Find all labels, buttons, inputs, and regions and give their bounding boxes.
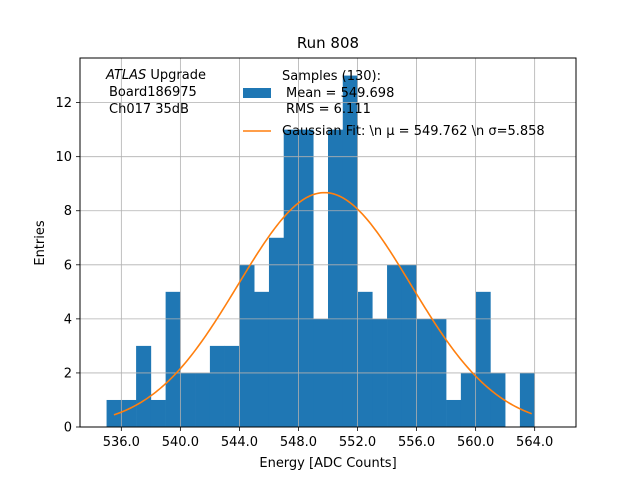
hist-bar bbox=[209, 345, 225, 427]
x-tick-label: 536.0 bbox=[103, 435, 140, 450]
fit-curve bbox=[113, 191, 532, 416]
legend-mean: Mean = 549.698 bbox=[286, 86, 394, 101]
chart-title: Run 808 bbox=[297, 34, 359, 52]
hist-bar bbox=[446, 399, 462, 427]
y-tick-label: 10 bbox=[55, 150, 72, 165]
hist-bar bbox=[121, 399, 137, 427]
x-tick-label: 560.0 bbox=[457, 435, 494, 450]
hist-bar bbox=[357, 291, 373, 427]
hist-bar bbox=[519, 372, 535, 427]
upgrade-label: Upgrade bbox=[146, 68, 206, 83]
x-tick-label: 556.0 bbox=[398, 435, 435, 450]
grid bbox=[80, 58, 576, 428]
legend: Samples (130): Mean = 549.698 RMS = 6.11… bbox=[243, 69, 545, 139]
y-tick-label: 2 bbox=[64, 366, 72, 381]
hist-bar bbox=[342, 75, 358, 427]
atlas-label: ATLAS bbox=[105, 68, 146, 83]
hist-bar bbox=[475, 291, 491, 427]
hist-bar bbox=[328, 129, 344, 427]
atlas-annotation: ATLAS Upgrade Board186975 Ch017 35dB bbox=[105, 68, 206, 117]
hist-bar bbox=[401, 264, 417, 427]
hist-bar bbox=[165, 291, 181, 427]
hist-bar bbox=[268, 237, 285, 427]
x-axis-label: Energy [ADC Counts] bbox=[259, 456, 396, 471]
channel-label: Ch017 35dB bbox=[109, 102, 189, 117]
legend-samples-title: Samples (130): bbox=[282, 69, 381, 84]
hist-bar bbox=[387, 264, 403, 427]
hist-bar bbox=[239, 264, 255, 427]
board-label: Board186975 bbox=[109, 85, 197, 100]
hist-bar bbox=[460, 372, 476, 427]
hist-bar bbox=[283, 129, 299, 427]
axes-frame bbox=[79, 57, 577, 428]
x-tick-label: 544.0 bbox=[221, 435, 258, 450]
hist-bar bbox=[254, 291, 270, 427]
gaussian-fit bbox=[113, 191, 532, 416]
y-axis-label: Entries bbox=[33, 220, 48, 266]
histogram-bars bbox=[106, 75, 535, 427]
legend-rms: RMS = 6.111 bbox=[286, 102, 371, 117]
y-tick-label: 4 bbox=[64, 312, 72, 327]
axis-ticks: 536.0 540.0 544.0 548.0 552.0 556.0 560.0 564.0… bbox=[55, 96, 553, 450]
hist-bar bbox=[106, 399, 122, 427]
y-tick-label: 6 bbox=[64, 258, 72, 273]
legend-hist-swatch bbox=[243, 88, 271, 98]
hist-bar bbox=[180, 372, 196, 427]
y-tick-label: 12 bbox=[55, 96, 72, 111]
x-tick-label: 552.0 bbox=[339, 435, 376, 450]
svg-text:ATLAS Upgrade: ATLAS Upgrade bbox=[105, 68, 206, 83]
hist-bar bbox=[195, 372, 211, 427]
hist-bar bbox=[298, 129, 314, 427]
x-tick-label: 564.0 bbox=[516, 435, 553, 450]
legend-fit-text: Gaussian Fit: \n μ = 549.762 \n σ=5.858 bbox=[282, 124, 545, 139]
x-tick-label: 548.0 bbox=[280, 435, 317, 450]
hist-bar bbox=[150, 399, 166, 427]
y-tick-label: 8 bbox=[64, 204, 72, 219]
y-tick-label: 0 bbox=[64, 421, 72, 436]
hist-bar bbox=[136, 345, 152, 427]
x-tick-label: 540.0 bbox=[162, 435, 199, 450]
hist-bar bbox=[224, 345, 240, 427]
hist-bar bbox=[490, 372, 506, 427]
